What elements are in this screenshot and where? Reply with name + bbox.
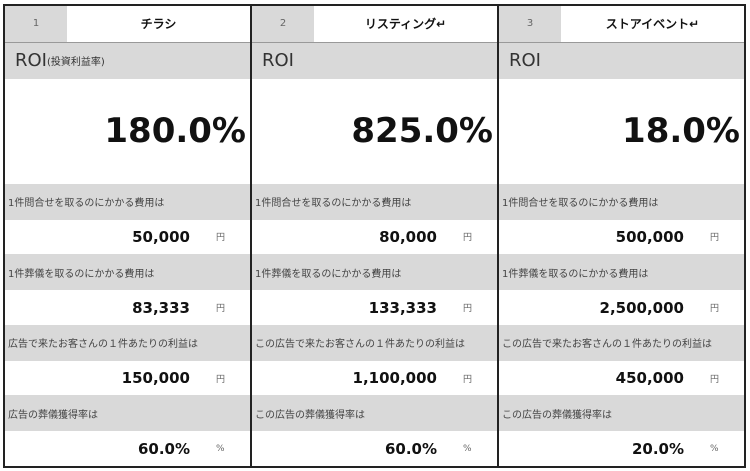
metric-unit: %	[463, 443, 472, 454]
metric-label: この広告の葬儀獲得率は	[252, 395, 497, 432]
roi-value: 18.0%	[622, 111, 740, 152]
metric-unit: %	[216, 443, 225, 454]
metric-label: 1件問合せを取るのにかかる費用は	[499, 183, 744, 220]
roi-label: ROI (投資利益率)	[5, 42, 250, 79]
ad-column: 2 リスティング↵ ROI 825.0% 1件問合せを取るのにかかる費用は 80,…	[252, 6, 499, 466]
metric-row: 133,333 円	[252, 290, 497, 325]
metric-unit: 円	[710, 374, 720, 385]
metric-label: 1件葬儀を取るのにかかる費用は	[499, 254, 744, 291]
roi-label: ROI	[252, 42, 497, 79]
metric-unit: 円	[463, 233, 473, 244]
metric-value: 133,333	[368, 298, 437, 317]
metric-label: この広告の葬儀獲得率は	[499, 395, 744, 432]
metric-label: この広告で来たお客さんの１件あたりの利益は	[252, 324, 497, 361]
metric-row: 80,000 円	[252, 220, 497, 255]
metric-unit: 円	[216, 304, 226, 315]
metric-value: 500,000	[615, 227, 684, 246]
metric-unit: 円	[216, 374, 226, 385]
metric-label: この広告で来たお客さんの１件あたりの利益は	[499, 324, 744, 361]
metric-value: 83,333	[132, 298, 190, 317]
column-number: 1	[5, 6, 67, 42]
metric-unit: 円	[463, 374, 473, 385]
metric-row: 1,100,000 円	[252, 361, 497, 396]
metric-row: 150,000 円	[5, 361, 250, 396]
ad-column: 3 ストアイベント↵ ROI 18.0% 1件問合せを取るのにかかる費用は 500…	[499, 6, 744, 466]
roi-label: ROI	[499, 42, 744, 79]
column-header: 2 リスティング↵	[252, 6, 497, 43]
metric-value: 20.0%	[631, 439, 684, 458]
column-header: 1 チラシ	[5, 6, 250, 43]
column-header: 3 ストアイベント↵	[499, 6, 744, 43]
metric-label: 1件問合せを取るのにかかる費用は	[252, 183, 497, 220]
metric-value: 80,000	[379, 227, 437, 246]
column-number: 2	[252, 6, 314, 42]
metric-value: 2,500,000	[599, 298, 684, 317]
column-number: 3	[499, 6, 561, 42]
metric-label: 広告で来たお客さんの１件あたりの利益は	[5, 324, 250, 361]
ad-column: 1 チラシ ROI (投資利益率) 180.0% 1件問合せを取るのにかかる費用は …	[5, 6, 252, 466]
metric-row: 60.0%%	[252, 431, 497, 466]
column-title: ストアイベント↵	[605, 17, 700, 32]
metric-unit: 円	[463, 304, 473, 315]
metric-value: 60.0%	[384, 439, 437, 458]
roi-label-text: ROI	[15, 50, 47, 72]
metric-row: 500,000 円	[499, 220, 744, 255]
metric-row: 50,000 円	[5, 220, 250, 255]
metric-value: 60.0%	[137, 439, 190, 458]
metric-unit: %	[710, 443, 719, 454]
metric-unit: 円	[216, 233, 226, 244]
metric-value: 450,000	[615, 369, 684, 388]
roi-label-text: ROI	[509, 50, 541, 72]
metric-label: 広告の葬儀獲得率は	[5, 395, 250, 432]
roi-comparison-table: 1 チラシ ROI (投資利益率) 180.0% 1件問合せを取るのにかかる費用は …	[3, 4, 746, 468]
metric-value: 50,000	[132, 227, 190, 246]
metric-unit: 円	[710, 304, 720, 315]
metric-row: 20.0%%	[499, 431, 744, 466]
roi-label-text: ROI	[262, 50, 294, 72]
metric-row: 83,333 円	[5, 290, 250, 325]
metric-row: 60.0%%	[5, 431, 250, 466]
metric-label: 1件葬儀を取るのにかかる費用は	[252, 254, 497, 291]
roi-value: 180.0%	[104, 111, 246, 152]
column-title: チラシ	[140, 17, 177, 32]
column-title: リスティング↵	[364, 17, 447, 32]
roi-value: 825.0%	[351, 111, 493, 152]
metric-row: 450,000 円	[499, 361, 744, 396]
roi-sublabel: (投資利益率)	[46, 57, 105, 69]
metric-label: 1件問合せを取るのにかかる費用は	[5, 183, 250, 220]
metric-row: 2,500,000 円	[499, 290, 744, 325]
metric-value: 1,100,000	[352, 369, 437, 388]
metric-label: 1件葬儀を取るのにかかる費用は	[5, 254, 250, 291]
metric-unit: 円	[710, 233, 720, 244]
metric-value: 150,000	[121, 369, 190, 388]
